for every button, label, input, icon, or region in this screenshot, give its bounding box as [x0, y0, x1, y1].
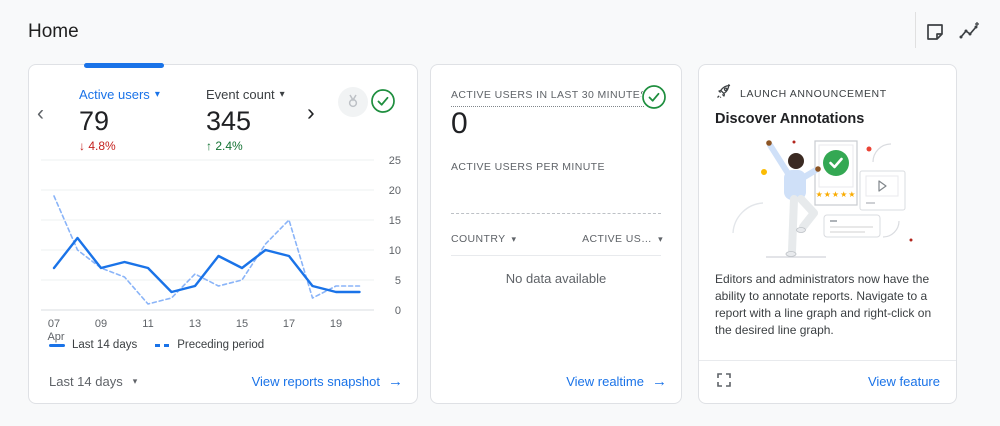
metric-active-users: Active users ▾ 79 ↓ 4.8%: [79, 87, 160, 153]
overview-card: ‹ Active users ▾ 79 ↓ 4.8% Event count ▾…: [28, 63, 418, 404]
active-users-column-header[interactable]: ACTIVE US… ▾: [582, 233, 663, 245]
metric-selector-event-count[interactable]: Event count ▾: [206, 87, 285, 102]
table-divider: [451, 255, 661, 256]
overview-card-footer: Last 14 days ▾ View reports snapshot →: [49, 373, 403, 390]
announcement-card: LAUNCH ANNOUNCEMENT Discover Annotations…: [698, 64, 957, 404]
svg-text:17: 17: [283, 318, 295, 330]
chevron-left-icon: ‹: [37, 102, 44, 125]
eyebrow-label: LAUNCH ANNOUNCEMENT: [740, 88, 887, 100]
stars-row: ★★★★★: [816, 190, 857, 199]
caret-down-icon: ▾: [154, 89, 160, 100]
delta-percent: 2.4%: [215, 139, 243, 153]
insights-button[interactable]: [956, 20, 982, 46]
svg-text:19: 19: [330, 318, 342, 330]
svg-text:Apr: Apr: [47, 331, 64, 343]
date-range-label: Last 14 days: [49, 374, 123, 389]
insights-sparkline-icon: [958, 21, 980, 46]
svg-text:20: 20: [389, 185, 401, 197]
solid-line-swatch: [49, 343, 65, 347]
legend-item-current: Last 14 days: [49, 339, 137, 351]
announcement-eyebrow: LAUNCH ANNOUNCEMENT: [715, 83, 887, 105]
customize-cards-button[interactable]: [922, 20, 948, 46]
metric-event-count: Event count ▾ 345 ↑ 2.4%: [206, 87, 285, 153]
metric-value: 79: [79, 106, 110, 136]
metric-label: Event count: [206, 87, 275, 102]
metric-delta: ↑ 2.4%: [206, 139, 285, 153]
data-quality-button[interactable]: [370, 88, 396, 117]
view-feature-link[interactable]: View feature: [868, 374, 940, 389]
caret-down-icon: ▾: [132, 376, 138, 386]
svg-text:15: 15: [236, 318, 248, 330]
column-label: ACTIVE US…: [582, 233, 653, 245]
metric-delta: ↓ 4.8%: [79, 139, 160, 153]
country-column-header[interactable]: COUNTRY ▾: [451, 233, 516, 245]
metric-label: Active users: [79, 87, 150, 102]
chart-legend: Last 14 days Preceding period: [49, 339, 264, 351]
link-label: View feature: [867, 373, 940, 389]
fullscreen-icon: [717, 372, 731, 390]
svg-text:09: 09: [95, 318, 107, 330]
expand-button[interactable]: [715, 372, 733, 390]
note-icon: [925, 22, 945, 45]
announcement-title: Discover Annotations: [715, 111, 865, 127]
per-minute-chart-baseline: [451, 213, 661, 214]
link-label: View reports snapshot: [251, 374, 380, 389]
metric-value: 345: [206, 106, 252, 136]
arrow-right-icon: →: [652, 373, 667, 390]
legend-label: Preceding period: [177, 339, 265, 351]
arrow-up-icon: ↑: [206, 139, 212, 153]
empty-state-message: No data available: [505, 271, 607, 286]
footer-divider: [699, 360, 956, 361]
metric-selector-active-users[interactable]: Active users ▾: [79, 87, 160, 102]
data-quality-button[interactable]: [641, 84, 667, 113]
realtime-card: ACTIVE USERS IN LAST 30 MINUTES 0 ACTIVE…: [430, 64, 682, 404]
svg-text:10: 10: [389, 245, 401, 257]
per-minute-label: ACTIVE USERS PER MINUTE: [451, 161, 605, 173]
svg-text:15: 15: [389, 215, 401, 227]
caret-down-icon: ▾: [279, 89, 285, 100]
announcement-body: Editors and administrators now have the …: [715, 272, 932, 337]
view-reports-snapshot-link[interactable]: View reports snapshot →: [252, 373, 403, 390]
arrow-right-icon: →: [388, 373, 403, 390]
svg-text:25: 25: [389, 155, 401, 167]
realtime-table-header: COUNTRY ▾ ACTIVE US… ▾: [451, 233, 663, 245]
active-users-line-chart: 0 5 10 15 20 25 07 09 11 13 15 17 19 Apr: [41, 155, 401, 343]
page-title: Home: [28, 21, 79, 42]
chevron-right-icon: ›: [307, 99, 315, 125]
caret-down-icon: ▾: [658, 233, 663, 244]
legend-item-preceding: Preceding period: [155, 339, 264, 351]
check-circle-icon: [641, 84, 667, 113]
toolbar-divider: [915, 12, 916, 48]
medal-icon: [345, 93, 361, 112]
svg-text:5: 5: [395, 275, 401, 287]
date-range-selector[interactable]: Last 14 days ▾: [49, 374, 137, 389]
link-label: View realtime: [566, 374, 644, 389]
caret-down-icon: ▾: [511, 233, 517, 244]
svg-text:13: 13: [189, 318, 201, 330]
annotations-illustration: ★★★★★: [732, 140, 913, 258]
carousel-prev-button[interactable]: ‹: [37, 103, 44, 124]
check-circle-icon: [370, 88, 396, 117]
arrow-down-icon: ↓: [79, 139, 85, 153]
dashed-line-swatch: [155, 343, 171, 347]
benchmarking-medal-button[interactable]: [338, 87, 368, 117]
carousel-next-button[interactable]: ›: [307, 101, 315, 124]
active-users-30min-value: 0: [451, 107, 468, 140]
svg-text:11: 11: [142, 318, 153, 330]
view-realtime-link[interactable]: View realtime →: [566, 373, 667, 390]
legend-label: Last 14 days: [72, 339, 138, 351]
carousel-position-indicator: [84, 63, 164, 68]
announcement-card-footer: View feature: [715, 372, 940, 390]
svg-text:07: 07: [48, 318, 60, 330]
svg-text:0: 0: [395, 305, 401, 317]
realtime-card-footer: View realtime →: [451, 373, 667, 390]
rocket-icon: [715, 83, 732, 105]
realtime-title: ACTIVE USERS IN LAST 30 MINUTES: [451, 89, 648, 107]
delta-percent: 4.8%: [88, 139, 116, 153]
column-label: COUNTRY: [451, 233, 506, 245]
